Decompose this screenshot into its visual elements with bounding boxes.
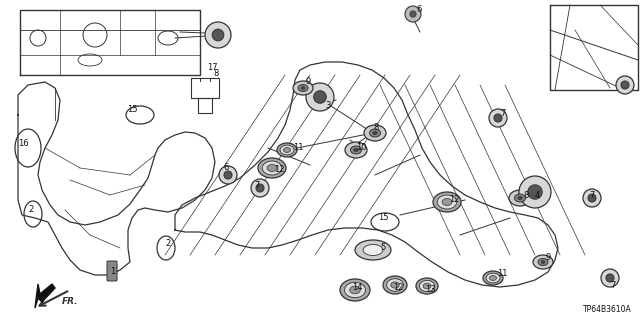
Ellipse shape [442,198,452,205]
Ellipse shape [344,282,365,298]
Circle shape [606,274,614,282]
Circle shape [621,81,629,89]
Ellipse shape [416,278,438,294]
Circle shape [616,76,634,94]
Text: 6: 6 [416,5,421,14]
Ellipse shape [284,148,291,152]
Ellipse shape [298,84,308,92]
Ellipse shape [437,195,457,209]
Ellipse shape [301,87,305,89]
Ellipse shape [351,146,362,154]
Circle shape [519,176,551,208]
Circle shape [405,6,421,22]
Ellipse shape [433,192,461,212]
Ellipse shape [483,271,503,285]
Ellipse shape [277,143,297,157]
Text: 8: 8 [373,124,378,132]
Circle shape [205,22,231,48]
Text: 10: 10 [356,143,367,153]
Ellipse shape [364,125,386,141]
Ellipse shape [372,132,377,135]
Ellipse shape [391,282,399,288]
Ellipse shape [541,260,545,263]
Text: 2: 2 [28,205,33,214]
Ellipse shape [258,158,286,178]
Text: 17: 17 [207,62,218,71]
Ellipse shape [345,142,367,158]
Text: 9: 9 [545,253,550,262]
Text: 15: 15 [127,106,138,115]
Ellipse shape [490,276,497,280]
Text: 9: 9 [305,77,310,86]
Text: 12: 12 [393,284,403,292]
Text: 8: 8 [523,190,529,199]
Ellipse shape [518,196,522,200]
Text: TP64B3610A: TP64B3610A [583,305,632,314]
Ellipse shape [387,279,403,291]
Polygon shape [35,284,55,308]
Text: 7: 7 [610,281,616,290]
Circle shape [410,11,416,17]
Circle shape [212,29,224,41]
Text: FR.: FR. [62,298,79,307]
Ellipse shape [267,164,277,172]
Circle shape [251,179,269,197]
Text: 11: 11 [293,143,303,153]
Ellipse shape [486,273,500,283]
Ellipse shape [363,244,383,255]
Text: 16: 16 [18,139,29,148]
Text: 7: 7 [500,108,506,117]
Ellipse shape [423,283,431,289]
Circle shape [583,189,601,207]
Text: 7: 7 [589,190,595,199]
Ellipse shape [349,286,360,294]
Ellipse shape [369,129,381,137]
Ellipse shape [262,161,282,175]
Circle shape [224,171,232,179]
Text: 5: 5 [380,244,385,252]
Text: 3: 3 [325,100,330,109]
Text: 12: 12 [449,196,460,204]
Circle shape [528,185,542,199]
Text: 2: 2 [165,239,170,249]
Ellipse shape [293,81,313,95]
Ellipse shape [419,280,435,292]
Ellipse shape [340,279,370,301]
Text: 1: 1 [110,268,115,276]
Text: 14: 14 [352,283,362,292]
Text: 4: 4 [535,190,540,199]
Circle shape [256,184,264,192]
Ellipse shape [355,240,391,260]
Ellipse shape [538,259,548,266]
FancyBboxPatch shape [107,261,117,281]
Ellipse shape [354,148,358,152]
Text: 11: 11 [497,268,508,277]
Ellipse shape [533,255,553,269]
Text: 6: 6 [223,164,228,172]
Text: 12: 12 [274,165,285,174]
Circle shape [489,109,507,127]
Text: 13: 13 [425,284,436,293]
Ellipse shape [515,194,525,202]
Circle shape [314,91,326,103]
Text: 15: 15 [378,213,388,222]
Text: 8: 8 [213,68,218,77]
Text: 7: 7 [254,180,259,189]
Ellipse shape [509,190,531,206]
Ellipse shape [280,145,294,155]
Circle shape [588,194,596,202]
Circle shape [219,166,237,184]
Ellipse shape [383,276,407,294]
Circle shape [306,83,334,111]
Circle shape [494,114,502,122]
Circle shape [601,269,619,287]
